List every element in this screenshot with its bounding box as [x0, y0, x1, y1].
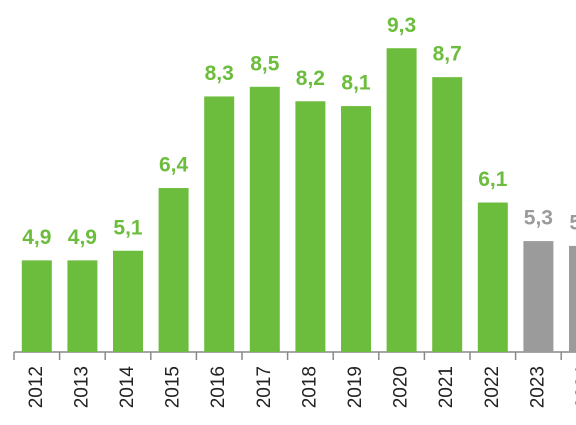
value-label: 8,5 [250, 52, 280, 75]
x-tick-label: 2014 [117, 366, 138, 409]
x-tick-label: 2013 [71, 366, 92, 408]
bar [67, 260, 98, 352]
value-label: 8,2 [296, 67, 325, 90]
x-tick-label: 2022 [482, 366, 503, 408]
bar [295, 101, 326, 352]
x-tick-label: 2018 [299, 366, 320, 408]
value-label: 8,1 [341, 72, 371, 95]
value-label: 6,4 [159, 154, 189, 177]
x-tick-label: 2016 [208, 366, 229, 408]
bar [204, 96, 235, 352]
value-label: 5,3 [524, 207, 553, 230]
value-label: 9,3 [387, 14, 416, 37]
bar [113, 250, 143, 352]
value-label: 4,9 [68, 226, 97, 249]
value-label: 5,1 [113, 216, 143, 239]
x-tick-label: 2024 [573, 366, 576, 409]
x-tick-label: 2015 [163, 366, 184, 408]
x-tick-label: 2023 [527, 366, 548, 408]
bar [341, 106, 371, 353]
x-tick-label: 2017 [254, 366, 275, 408]
bar [386, 48, 417, 352]
value-label: 6,1 [478, 168, 508, 191]
bar [523, 241, 554, 352]
x-tick-label: 2012 [26, 366, 47, 408]
bar [432, 77, 463, 352]
bar [477, 202, 508, 352]
x-tick-label: 2019 [345, 366, 366, 408]
value-label: 8,3 [205, 62, 234, 85]
bar [21, 260, 52, 352]
x-tick-label: 2021 [436, 366, 457, 408]
bar [249, 86, 280, 352]
bar [158, 188, 189, 352]
bar [569, 245, 576, 352]
value-label: 8,7 [433, 43, 462, 66]
value-label: 4,9 [22, 226, 51, 249]
x-tick-label: 2020 [391, 366, 412, 408]
value-label: 5,2 [569, 211, 576, 234]
